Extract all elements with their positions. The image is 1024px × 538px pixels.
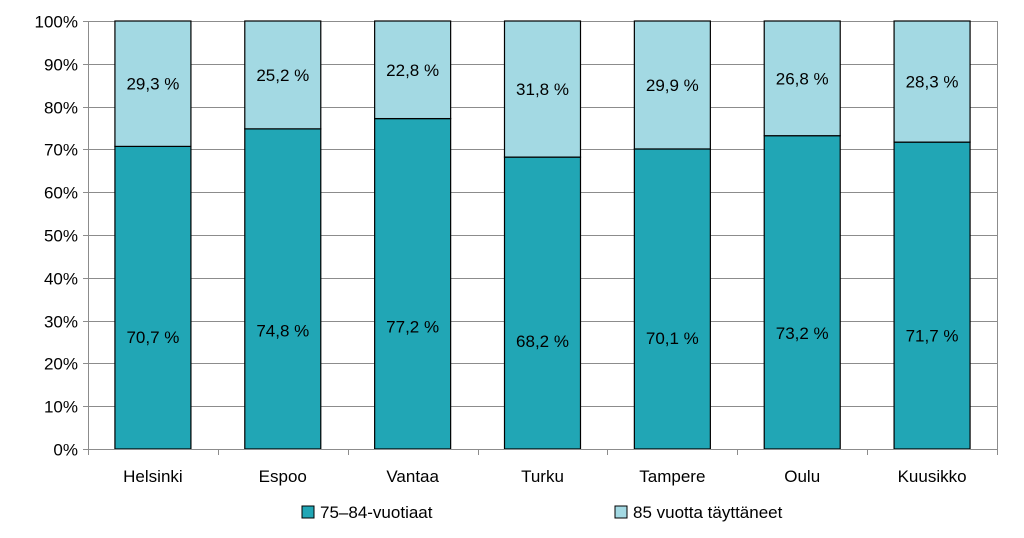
legend: 75–84-vuotiaat 85 vuotta täyttäneet xyxy=(301,503,783,522)
legend-label: 75–84-vuotiaat xyxy=(320,503,433,522)
x-category-label: Kuusikko xyxy=(898,467,967,486)
x-category-label: Espoo xyxy=(259,467,307,486)
x-category-label: Turku xyxy=(521,467,564,486)
data-label: 70,1 % xyxy=(646,329,699,348)
y-tick-label: 30% xyxy=(44,313,78,332)
data-label: 70,7 % xyxy=(126,328,179,347)
x-category-label: Helsinki xyxy=(123,467,183,486)
bar-segment-age-85-plus xyxy=(374,20,452,120)
data-label: 25,2 % xyxy=(256,66,309,85)
bar-segment-age-85-plus xyxy=(114,20,192,148)
y-tick-label: 100% xyxy=(35,13,78,32)
bar-segment-age-75-84 xyxy=(374,117,452,450)
x-category-label: Vantaa xyxy=(386,467,439,486)
bar-segment-age-85-plus xyxy=(763,20,841,137)
legend-swatch-age-75-84 xyxy=(301,505,315,519)
y-tick-label: 70% xyxy=(44,141,78,160)
y-tick-label: 60% xyxy=(44,184,78,203)
y-tick-label: 0% xyxy=(53,441,78,460)
data-label: 73,2 % xyxy=(776,324,829,343)
data-label: 68,2 % xyxy=(516,332,569,351)
bar-segment-age-75-84 xyxy=(244,128,322,450)
y-axis-ticks: 0% 10% 20% 30% 40% 50% 60% 70% 80% 90% 100% xyxy=(35,13,78,460)
bar-segment-age-85-plus xyxy=(633,20,711,150)
x-category-label: Tampere xyxy=(639,467,705,486)
data-label: 28,3 % xyxy=(906,73,959,92)
legend-swatch-age-85-plus xyxy=(614,505,628,519)
data-label: 26,8 % xyxy=(776,69,829,88)
data-label: 77,2 % xyxy=(386,318,439,337)
data-label: 31,8 % xyxy=(516,80,569,99)
data-label: 29,9 % xyxy=(646,76,699,95)
bar-segment-age-75-84 xyxy=(503,156,582,450)
data-labels: 70,7 % 29,3 % 74,8 % 25,2 % 77,2 % 22,8 % 68,2… xyxy=(126,61,958,351)
data-label: 22,8 % xyxy=(386,61,439,80)
data-label: 74,8 % xyxy=(256,322,309,341)
bar-segment-age-85-plus xyxy=(503,20,582,158)
bar-segment-age-75-84 xyxy=(633,148,711,450)
y-tick-label: 40% xyxy=(44,270,78,289)
y-tick-label: 10% xyxy=(44,398,78,417)
legend-label: 85 vuotta täyttäneet xyxy=(633,503,783,522)
data-label: 29,3 % xyxy=(126,75,179,94)
y-tick-label: 20% xyxy=(44,355,78,374)
bar-segment-age-75-84 xyxy=(114,145,192,450)
bar-segment-age-85-plus xyxy=(893,20,971,143)
bar-segment-age-75-84 xyxy=(893,141,971,450)
y-tick-label: 90% xyxy=(44,56,78,75)
y-tick-label: 50% xyxy=(44,227,78,246)
bar-segment-age-85-plus xyxy=(244,20,322,130)
data-label: 71,7 % xyxy=(906,326,959,345)
bar-segment-age-75-84 xyxy=(763,135,841,450)
x-axis-ticks: Helsinki Espoo Vantaa Turku Tampere Oulu Kuusi… xyxy=(88,449,998,486)
bars xyxy=(114,20,971,450)
y-tick-label: 80% xyxy=(44,99,78,118)
x-category-label: Oulu xyxy=(784,467,820,486)
